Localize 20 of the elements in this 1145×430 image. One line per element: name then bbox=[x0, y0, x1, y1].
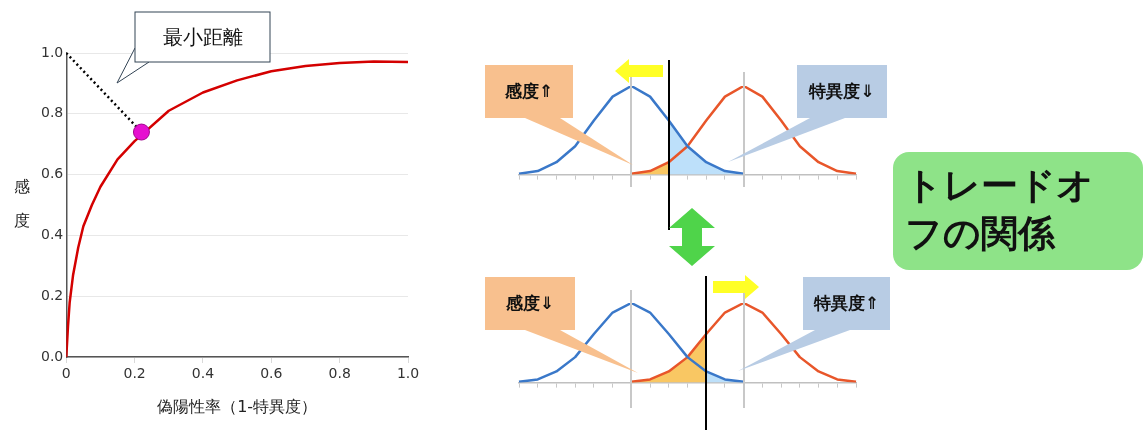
x-tick-label: 0.2 bbox=[123, 365, 146, 382]
annotation: 特異度⇑ bbox=[803, 277, 890, 330]
annotation: 感度⇓ bbox=[485, 277, 575, 330]
x-tick-label: 0.8 bbox=[328, 365, 351, 382]
y-tick-label: 0.4 bbox=[41, 226, 64, 243]
x-tick-label: 0.4 bbox=[191, 365, 215, 382]
y-tick-label: 0.8 bbox=[41, 104, 64, 121]
text: トレードオフの関係 bbox=[905, 164, 1094, 255]
x-tick-label: 0 bbox=[61, 365, 71, 382]
y-tick-label: 0.2 bbox=[41, 286, 64, 303]
annotation: 感度⇑ bbox=[485, 65, 573, 118]
y-tick-label: 1.0 bbox=[41, 43, 64, 60]
y-tick-label: 0.0 bbox=[41, 347, 64, 364]
x-tick-label: 1.0 bbox=[396, 365, 420, 382]
x-tick-label: 0.6 bbox=[260, 365, 283, 382]
annotation: 特異度⇓ bbox=[797, 65, 887, 118]
y-tick-label: 0.6 bbox=[41, 165, 64, 182]
text: 最小距離 bbox=[135, 12, 270, 62]
x-axis-title: 偽陽性率（1-特異度） bbox=[157, 396, 318, 416]
y-axis-title: 感度 bbox=[14, 177, 30, 231]
